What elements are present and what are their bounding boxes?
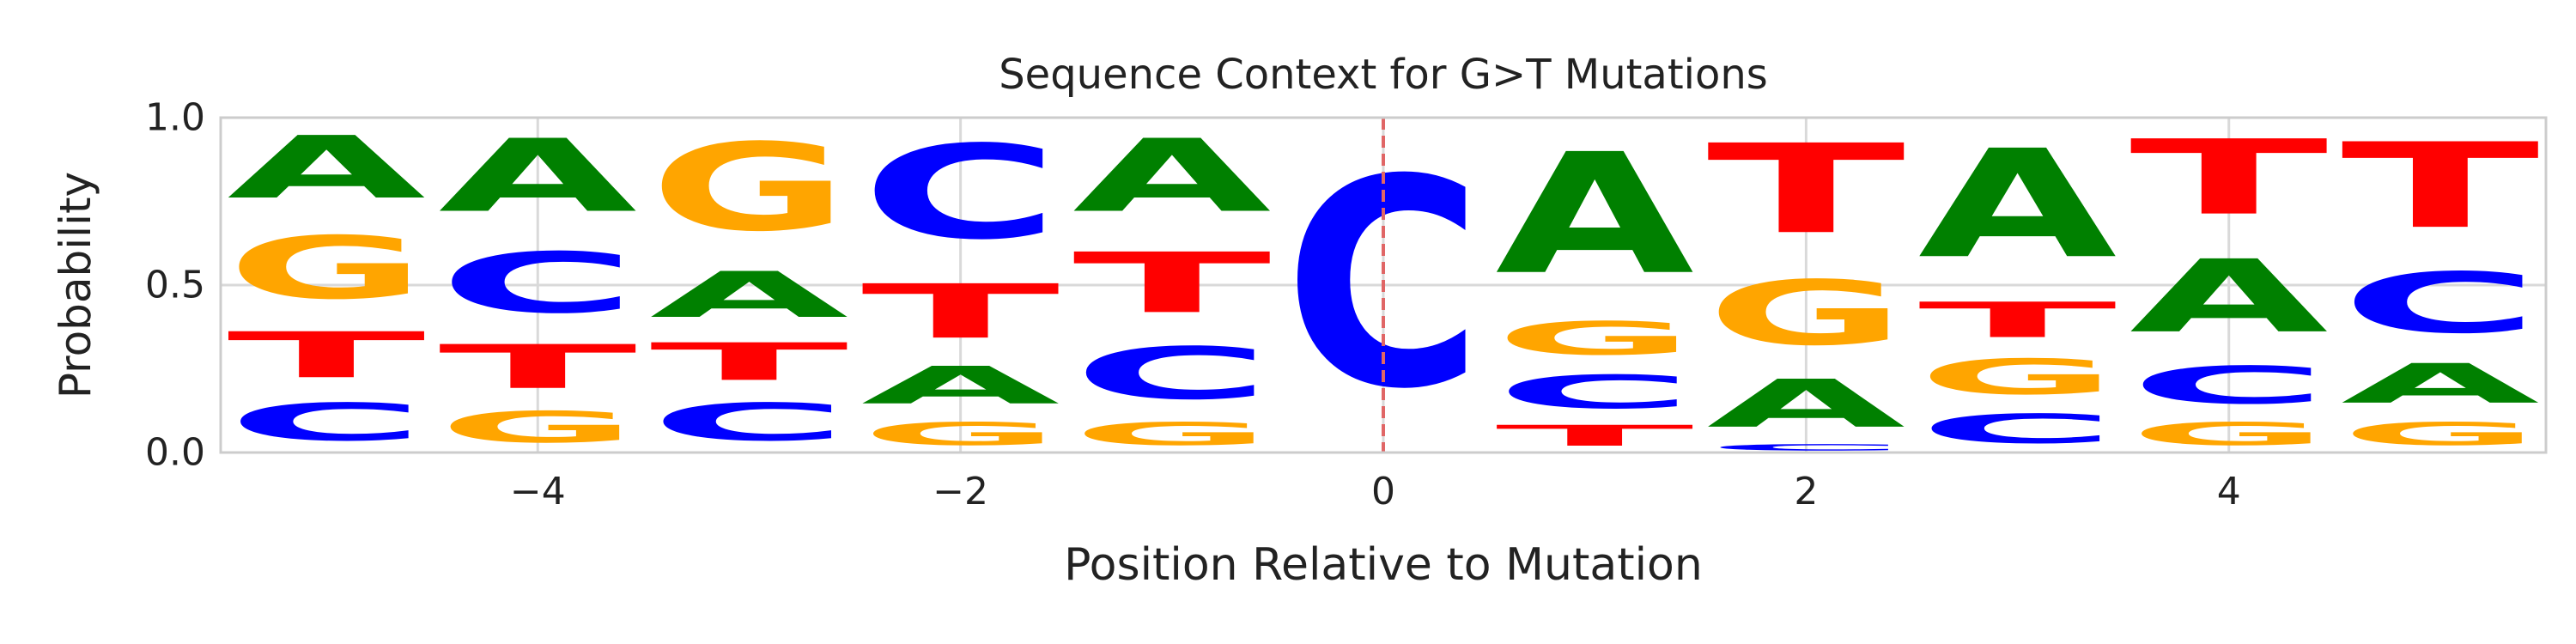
logo-letter-g: G (227, 218, 425, 318)
x-tick-label: −2 (933, 470, 988, 513)
logo-letter-a: A (1495, 118, 1693, 312)
logo-letter-c: C (1072, 332, 1271, 416)
logo-letter-g: G (861, 416, 1060, 453)
y-tick-label: 1.0 (145, 96, 205, 140)
logo-letter-g: G (1495, 312, 1693, 365)
logo-letter-t: T (227, 319, 425, 392)
logo-letter-g: G (1918, 349, 2117, 405)
logo-letter-a: A (1707, 366, 1905, 442)
logo-letter-c: C (1707, 442, 1905, 453)
logo-letter-a: A (439, 118, 637, 234)
logo-letter-c: C (2129, 355, 2328, 416)
logo-letter-g: G (650, 118, 848, 258)
x-tick-label: 2 (1794, 470, 1818, 513)
logo-letter-c: C (439, 235, 637, 331)
x-tick-label: −4 (510, 470, 566, 513)
x-axis-label: Position Relative to Mutation (1064, 539, 1703, 591)
logo-letter-a: A (2129, 238, 2328, 355)
logo-letter-g: G (1707, 262, 1905, 365)
logo-letter-a: A (2341, 352, 2539, 416)
logo-letter-c: C (2341, 255, 2539, 351)
logo-letter-t: T (861, 269, 1060, 355)
logo-letter-g: G (1072, 416, 1271, 453)
logo-letter-t: T (1707, 118, 1907, 262)
logo-letter-g: G (439, 403, 637, 453)
logo-letter-a: A (861, 355, 1060, 416)
logo-letter-t: T (2129, 118, 2328, 239)
y-tick-label: 0.0 (145, 431, 205, 475)
logo-letter-t: T (439, 332, 637, 402)
logo-letter-c: C (1495, 366, 1693, 419)
logo-letter-c: C (1918, 406, 2117, 453)
chart-title: Sequence Context for G>T Mutations (999, 51, 1768, 99)
logo-letter-c: C (227, 392, 425, 453)
logo-letter-t: T (1918, 292, 2117, 349)
logo-letter-c: C (650, 392, 848, 453)
logo-letter-t: T (2341, 118, 2541, 254)
axis-ticks: −4 −2 0 2 4 0.0 0.5 1.0 (145, 96, 2241, 514)
logo-letter-g: G (2341, 416, 2539, 453)
y-axis-label: Probability (51, 172, 100, 398)
logo-letter-a: A (1918, 118, 2117, 291)
logo-letter-g: G (2129, 416, 2328, 453)
logo-letter-t: T (650, 332, 848, 392)
logo-letter-a: A (650, 258, 848, 331)
logo-letter-a: A (227, 118, 425, 218)
logo-letter-c: C (861, 118, 1060, 268)
logo-letter-t: T (1495, 419, 1693, 453)
logo-letter-t: T (1072, 234, 1271, 331)
x-tick-label: 0 (1371, 470, 1395, 513)
x-tick-label: 4 (2217, 470, 2241, 513)
plot-frame (219, 116, 2548, 454)
y-tick-label: 0.5 (145, 264, 205, 307)
logo-letter-a: A (1072, 118, 1271, 234)
